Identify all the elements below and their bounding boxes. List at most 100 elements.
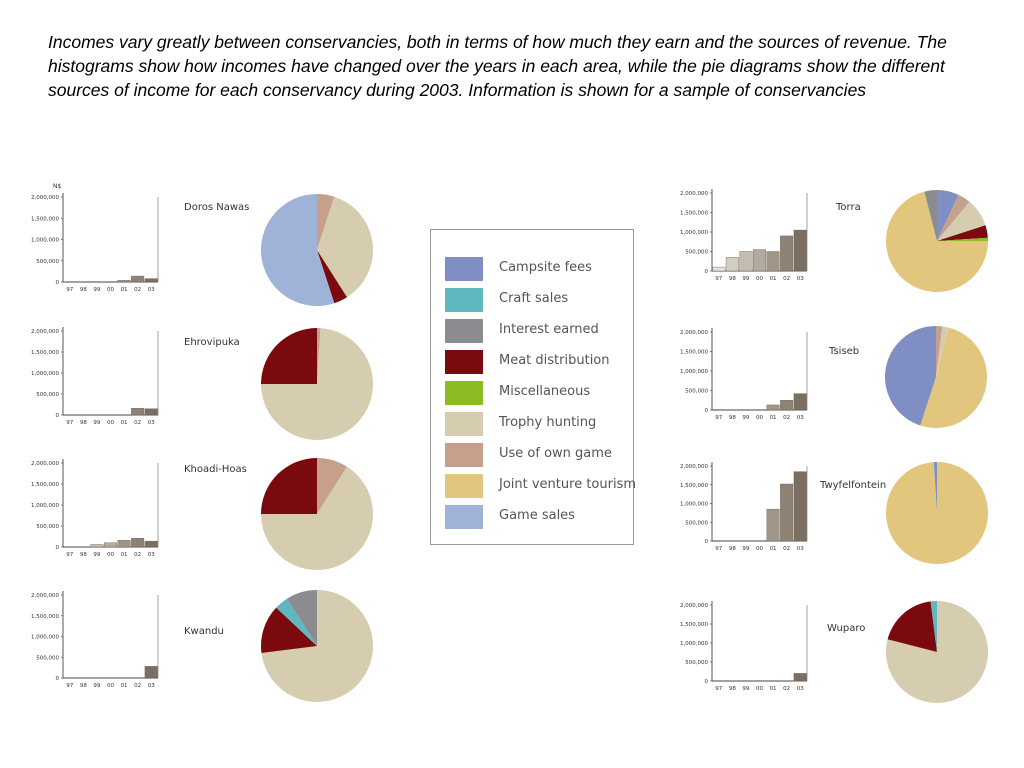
conservancy-title-tsiseb: Tsiseb — [828, 346, 859, 357]
legend-label: Use of own game — [499, 446, 612, 461]
bar — [144, 408, 158, 416]
bar — [117, 540, 131, 548]
pie-slice-trophy-hunting — [261, 590, 373, 703]
y-tick-label: 0 — [705, 679, 709, 685]
x-tick-label: 00 — [756, 686, 763, 692]
x-tick-label: 98 — [729, 686, 736, 692]
x-tick-label: 99 — [742, 546, 749, 552]
y-tick-label: 1,500,000 — [31, 482, 59, 488]
unit-label: N$ — [53, 183, 61, 190]
x-tick-label: 01 — [770, 415, 777, 421]
y-tick-label: 500,000 — [36, 655, 59, 661]
bar — [739, 251, 753, 272]
pie-slice-meat-distribution — [260, 607, 317, 654]
conservancy-title-kwandu: Kwandu — [184, 626, 224, 637]
legend-item-trophy-hunting: Trophy hunting — [445, 412, 635, 436]
pie-slice-meat-distribution — [317, 250, 348, 304]
legend-item-miscellaneous: Miscellaneous — [445, 381, 635, 405]
y-tick-label: 1,000,000 — [680, 369, 708, 375]
legend-item-craft-sales: Craft sales — [445, 288, 635, 312]
legend-swatch — [445, 474, 483, 498]
x-tick-label: 01 — [770, 276, 777, 282]
legend-label: Joint venture tourism — [499, 477, 637, 492]
y-tick-label: 1,000,000 — [680, 502, 708, 508]
x-tick-label: 03 — [797, 686, 804, 692]
x-tick-label: 00 — [756, 276, 763, 282]
bar — [780, 483, 794, 542]
y-tick-label: 1,000,000 — [680, 641, 708, 647]
y-tick-label: 500,000 — [685, 520, 708, 526]
bar — [793, 471, 807, 542]
y-tick-label: 1,500,000 — [680, 211, 708, 217]
conservancy-title-khoadi-hoas: Khoadi-Hoas — [184, 464, 247, 475]
pie-slice-use-of-own-game — [936, 326, 943, 377]
x-tick-label: 00 — [756, 546, 763, 552]
x-tick-label: 03 — [148, 420, 155, 426]
y-tick-label: 500,000 — [685, 660, 708, 666]
x-tick-label: 98 — [729, 276, 736, 282]
x-tick-label: 01 — [121, 420, 128, 426]
bar — [104, 542, 117, 548]
bar — [117, 280, 131, 283]
bar — [131, 408, 145, 416]
bar — [793, 393, 807, 411]
legend-swatch — [445, 505, 483, 529]
bar — [766, 251, 780, 272]
conservancy-title-torra: Torra — [835, 202, 861, 213]
y-tick-label: 2,000,000 — [680, 603, 708, 609]
x-tick-label: 03 — [797, 276, 804, 282]
x-tick-label: 02 — [134, 420, 141, 426]
pie-slice-meat-distribution — [937, 225, 988, 241]
bar — [725, 257, 739, 272]
y-tick-label: 2,000,000 — [680, 191, 708, 197]
y-tick-label: 0 — [705, 408, 709, 414]
y-tick-label: 0 — [56, 545, 60, 551]
legend-swatch — [445, 288, 483, 312]
y-tick-label: 1,000,000 — [31, 238, 59, 244]
x-tick-label: 98 — [729, 546, 736, 552]
y-tick-label: 2,000,000 — [31, 593, 59, 599]
legend-swatch — [445, 257, 483, 281]
x-tick-label: 03 — [148, 552, 155, 558]
x-tick-label: 01 — [121, 683, 128, 689]
x-tick-label: 97 — [66, 287, 73, 293]
x-tick-label: 03 — [797, 415, 804, 421]
x-tick-label: 00 — [107, 552, 114, 558]
bar — [712, 266, 726, 272]
pie-slice-joint-venture-tourism — [885, 191, 988, 292]
x-tick-label: 97 — [66, 552, 73, 558]
x-tick-label: 03 — [797, 546, 804, 552]
x-tick-label: 97 — [715, 686, 722, 692]
conservancy-title-ehrovipuka: Ehrovipuka — [184, 337, 240, 348]
y-tick-label: 1,500,000 — [31, 216, 59, 222]
x-tick-label: 99 — [93, 683, 100, 689]
bar — [766, 404, 780, 411]
pie-slice-miscellaneous — [937, 237, 988, 241]
x-tick-label: 02 — [783, 276, 790, 282]
bar — [780, 235, 794, 272]
bar — [90, 544, 104, 548]
x-tick-label: 99 — [742, 415, 749, 421]
legend-swatch — [445, 443, 483, 467]
x-tick-label: 02 — [783, 546, 790, 552]
pie-slice-use-of-own-game — [317, 328, 321, 384]
conservancy-title-doros-nawas: Doros Nawas — [184, 202, 249, 213]
y-tick-label: 500,000 — [36, 524, 59, 530]
bar — [753, 249, 766, 272]
pie-slice-meat-distribution — [887, 601, 937, 652]
x-tick-label: 00 — [107, 287, 114, 293]
bar — [793, 229, 807, 272]
x-tick-label: 00 — [756, 415, 763, 421]
pie-slice-trophy-hunting — [936, 326, 949, 377]
legend-label: Trophy hunting — [499, 415, 597, 430]
pie-slice-craft-sales — [276, 598, 317, 646]
x-tick-label: 98 — [80, 683, 87, 689]
pie-slice-interest-earned — [924, 190, 937, 241]
y-tick-label: 500,000 — [36, 392, 59, 398]
legend-label: Campsite fees — [499, 260, 592, 275]
y-tick-label: 0 — [56, 676, 60, 682]
bar — [793, 673, 807, 682]
x-tick-label: 97 — [715, 276, 722, 282]
pie-slice-campsite-fees — [937, 190, 959, 241]
pie-slice-joint-venture-tourism — [885, 462, 988, 565]
